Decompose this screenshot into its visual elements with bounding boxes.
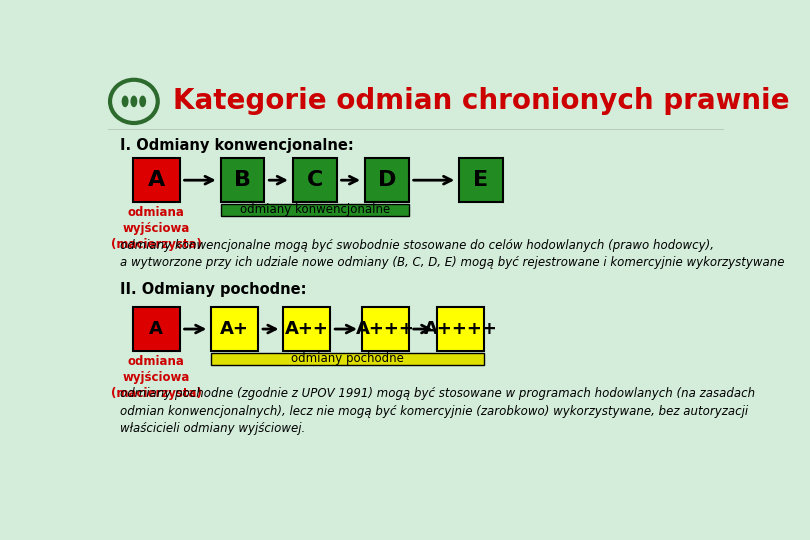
Text: II. Odmiany pochodne:: II. Odmiany pochodne: xyxy=(120,282,306,297)
FancyBboxPatch shape xyxy=(220,158,264,202)
Text: A++++: A++++ xyxy=(424,320,497,338)
Text: odmiana
wyjściowa
(macierzysta): odmiana wyjściowa (macierzysta) xyxy=(111,355,202,400)
Text: a wytworzone przy ich udziale nowe odmiany (B, C, D, E) mogą być rejestrowane i : a wytworzone przy ich udziale nowe odmia… xyxy=(120,256,785,269)
Text: A+++: A+++ xyxy=(356,320,415,338)
Text: odmiany konwencjonalne mogą być swobodnie stosowane do celów hodowlanych (prawo : odmiany konwencjonalne mogą być swobodni… xyxy=(120,239,714,252)
Ellipse shape xyxy=(130,96,138,107)
FancyBboxPatch shape xyxy=(292,158,337,202)
Text: E: E xyxy=(474,170,488,190)
FancyBboxPatch shape xyxy=(437,307,484,351)
FancyBboxPatch shape xyxy=(211,307,258,351)
FancyBboxPatch shape xyxy=(362,307,409,351)
Text: C: C xyxy=(306,170,323,190)
FancyBboxPatch shape xyxy=(211,353,484,365)
Ellipse shape xyxy=(139,96,146,107)
Text: odmiana
wyjściowa
(macierzysta): odmiana wyjściowa (macierzysta) xyxy=(111,206,202,251)
Text: A++: A++ xyxy=(285,320,329,338)
Text: odmiany pochodne: odmiany pochodne xyxy=(292,352,404,365)
FancyBboxPatch shape xyxy=(133,158,180,202)
FancyBboxPatch shape xyxy=(284,307,330,351)
Text: B: B xyxy=(234,170,251,190)
Ellipse shape xyxy=(122,96,129,107)
Text: A+: A+ xyxy=(220,320,249,338)
FancyBboxPatch shape xyxy=(364,158,409,202)
Text: Kategorie odmian chronionych prawnie: Kategorie odmian chronionych prawnie xyxy=(173,87,790,116)
FancyBboxPatch shape xyxy=(459,158,503,202)
FancyBboxPatch shape xyxy=(133,307,180,351)
Text: odmian konwencjonalnych), lecz nie mogą być komercyjnie (zarobkowo) wykorzystywa: odmian konwencjonalnych), lecz nie mogą … xyxy=(120,405,748,418)
Text: odmiany pochodne (zgodnie z UPOV 1991) mogą być stosowane w programach hodowlany: odmiany pochodne (zgodnie z UPOV 1991) m… xyxy=(120,388,755,401)
Text: A: A xyxy=(149,320,163,338)
FancyBboxPatch shape xyxy=(220,204,409,216)
Text: D: D xyxy=(377,170,396,190)
Text: A: A xyxy=(147,170,164,190)
Text: odmiany konwencjonalne: odmiany konwencjonalne xyxy=(240,204,390,217)
Text: I. Odmiany konwencjonalne:: I. Odmiany konwencjonalne: xyxy=(120,138,354,153)
Text: właścicieli odmiany wyjściowej.: właścicieli odmiany wyjściowej. xyxy=(120,422,305,435)
